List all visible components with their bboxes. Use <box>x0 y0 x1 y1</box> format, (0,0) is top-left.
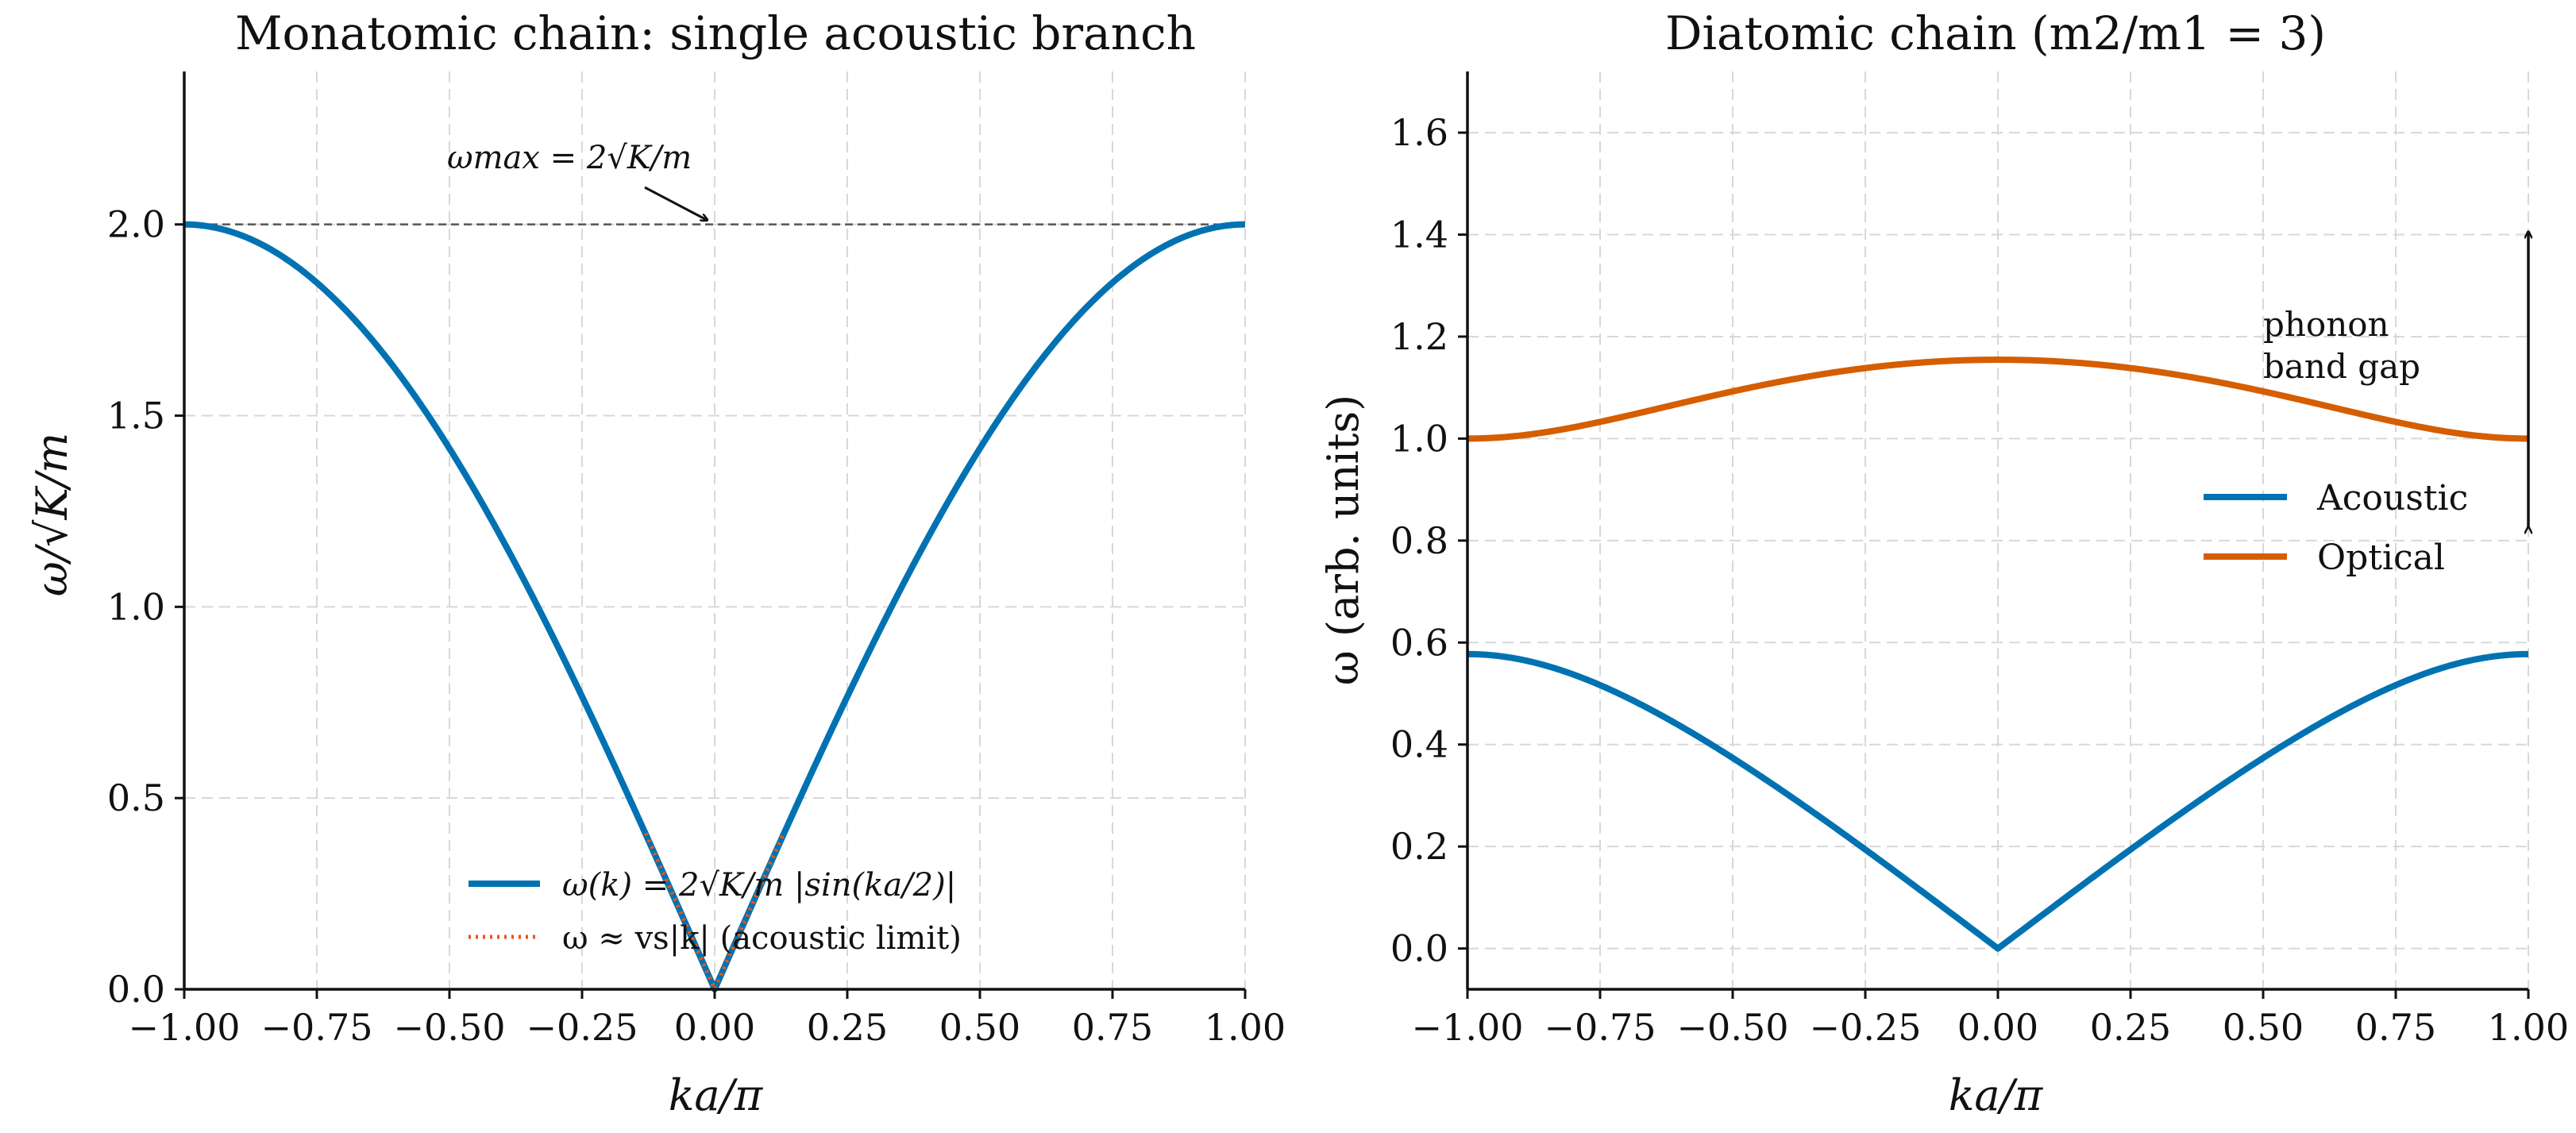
right-grid <box>1467 71 2529 989</box>
optical-branch-curve <box>1467 356 2529 442</box>
left-title: Monatomic chain: single acoustic branch <box>235 6 1196 60</box>
gap-label-line2: band gap <box>2263 347 2420 386</box>
right-y-ticks: 0.0 0.2 0.4 0.6 0.8 1.0 1.2 1.4 1.6 <box>1390 111 1467 970</box>
left-y-axis-label: ω/√K/m <box>27 433 77 596</box>
y-tick-label: 0.8 <box>1390 519 1448 562</box>
x-tick-label: −0.75 <box>1544 1006 1656 1049</box>
x-tick-label: −1.00 <box>129 1006 241 1049</box>
left-x-ticks: −1.00 −0.75 −0.50 −0.25 0.00 0.25 0.50 0.75 1.00 <box>129 989 1286 1049</box>
y-tick-label: 2.0 <box>107 203 165 246</box>
right-y-axis-label: ω (arb. units) <box>1318 395 1368 685</box>
acoustic-branch-curve <box>1467 650 2529 952</box>
y-tick-label: 0.0 <box>107 968 165 1011</box>
right-series-group <box>1467 356 2529 952</box>
left-panel: Monatomic chain: single acoustic branch … <box>27 6 1286 1120</box>
right-title: Diatomic chain (m2/m1 = 3) <box>1665 6 2326 60</box>
legend-label-acoustic: Acoustic <box>2316 478 2468 518</box>
wmax-annotation: ωmax = 2√K/m <box>447 140 692 176</box>
y-tick-label: 1.2 <box>1390 315 1448 358</box>
x-tick-label: 0.00 <box>1957 1006 2038 1049</box>
left-x-axis-label: ka/π <box>669 1070 764 1120</box>
legend-label-dispersion: ω(k) = 2√K/m |sin(ka/2)| <box>562 867 956 904</box>
y-tick-label: 0.4 <box>1390 723 1448 766</box>
x-tick-label: 0.25 <box>2090 1006 2171 1049</box>
gap-label-line1: phonon <box>2263 305 2389 344</box>
left-y-ticks: 0.0 0.5 1.0 1.5 2.0 <box>107 203 184 1011</box>
x-tick-label: 1.00 <box>2488 1006 2569 1049</box>
legend-label-optical: Optical <box>2317 538 2445 578</box>
x-tick-label: −0.50 <box>394 1006 506 1049</box>
x-tick-label: −0.25 <box>526 1006 638 1049</box>
x-tick-label: 0.75 <box>2355 1006 2436 1049</box>
right-legend: Acoustic Optical <box>2204 478 2468 578</box>
wmax-annotation-arrow <box>644 186 707 220</box>
right-panel: Diatomic chain (m2/m1 = 3) −1.00 −0.75 −0.… <box>1318 6 2569 1120</box>
y-tick-label: 0.0 <box>1390 927 1448 970</box>
y-tick-label: 1.5 <box>107 395 165 437</box>
x-tick-label: −0.50 <box>1677 1006 1789 1049</box>
x-tick-label: −1.00 <box>1412 1006 1524 1049</box>
x-tick-label: 0.75 <box>1072 1006 1153 1049</box>
y-tick-label: 1.4 <box>1390 214 1448 256</box>
x-tick-label: −0.25 <box>1810 1006 1922 1049</box>
x-tick-label: −0.75 <box>261 1006 373 1049</box>
left-grid <box>183 71 1246 990</box>
y-tick-label: 1.6 <box>1390 111 1448 154</box>
y-tick-label: 0.6 <box>1390 621 1448 664</box>
y-tick-label: 0.2 <box>1390 825 1448 868</box>
left-legend: ω(k) = 2√K/m |sin(ka/2)| ω ≈ vs|k| (acou… <box>469 867 962 957</box>
y-tick-label: 1.0 <box>107 585 165 628</box>
x-tick-label: 0.50 <box>2223 1006 2304 1049</box>
x-tick-label: 1.00 <box>1205 1006 1286 1049</box>
y-tick-label: 0.5 <box>107 777 165 819</box>
legend-label-acoustic-limit: ω ≈ vs|k| (acoustic limit) <box>562 920 962 957</box>
x-tick-label: 0.25 <box>807 1006 888 1049</box>
x-tick-label: 0.00 <box>674 1006 755 1049</box>
right-x-ticks: −1.00 −0.75 −0.50 −0.25 0.00 0.25 0.50 0.75 1.00 <box>1412 989 2569 1049</box>
y-tick-label: 1.0 <box>1390 417 1448 460</box>
x-tick-label: 0.50 <box>939 1006 1020 1049</box>
right-x-axis-label: ka/π <box>1949 1070 2044 1120</box>
